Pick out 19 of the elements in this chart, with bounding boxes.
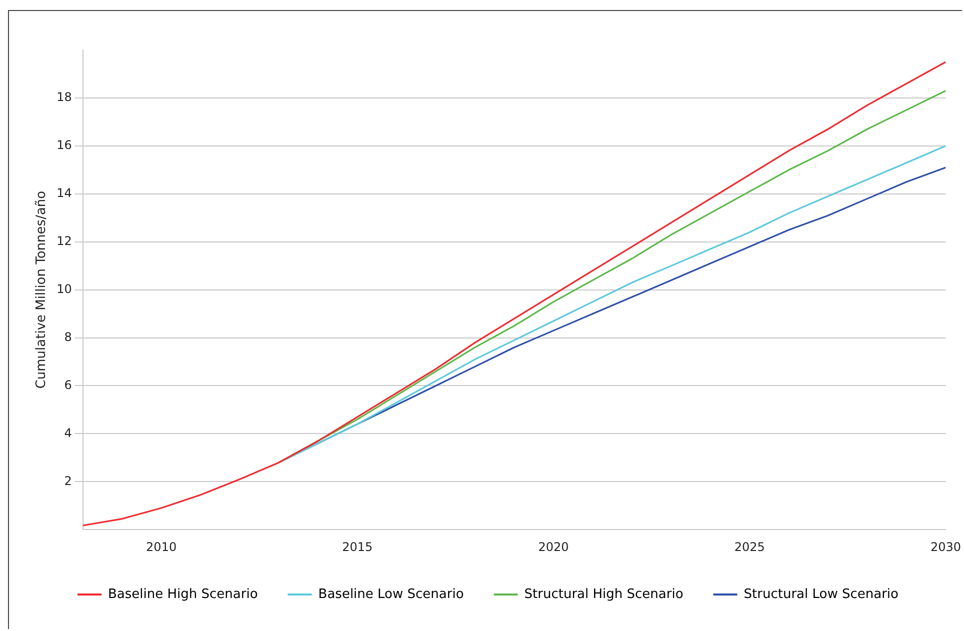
legend-label: Structural Low Scenario — [744, 586, 899, 602]
x-tick-label: 2010 — [146, 540, 177, 554]
y-tick-label: 8 — [64, 330, 72, 344]
y-tick-label: 16 — [56, 138, 72, 152]
x-tick-label: 2025 — [734, 540, 765, 554]
y-tick-label: 6 — [64, 378, 72, 392]
y-tick-label: 12 — [56, 234, 72, 248]
y-axis-title: Cumulative Million Tonnes/año — [34, 190, 50, 389]
x-tick-label: 2015 — [342, 540, 373, 554]
x-tick-label: 2020 — [538, 540, 569, 554]
x-tick-label: 2030 — [930, 540, 962, 554]
y-tick-label: 18 — [56, 90, 72, 104]
y-tick-label: 10 — [56, 282, 72, 296]
y-tick-label: 2 — [64, 474, 72, 488]
legend-label: Structural High Scenario — [524, 586, 684, 602]
y-tick-label: 14 — [56, 186, 72, 200]
y-tick-label: 4 — [64, 426, 72, 440]
legend-label: Baseline Low Scenario — [318, 586, 464, 602]
legend-label: Baseline High Scenario — [108, 586, 258, 602]
